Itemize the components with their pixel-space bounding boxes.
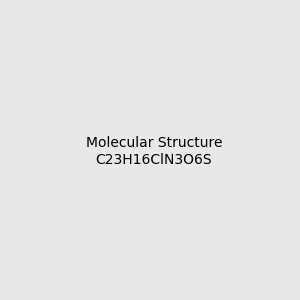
Text: Molecular Structure
C23H16ClN3O6S: Molecular Structure C23H16ClN3O6S (85, 136, 222, 166)
